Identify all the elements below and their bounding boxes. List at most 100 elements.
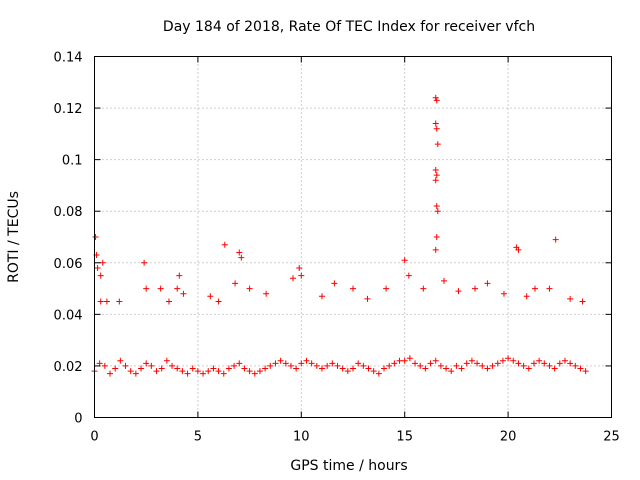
data-point bbox=[290, 275, 297, 282]
data-point bbox=[225, 365, 232, 372]
data-point bbox=[370, 368, 377, 375]
x-tick-label: 0 bbox=[90, 430, 98, 445]
data-point bbox=[453, 362, 460, 369]
data-point bbox=[241, 365, 248, 372]
data-point bbox=[158, 365, 165, 372]
data-point bbox=[432, 357, 439, 364]
plot-frame bbox=[94, 56, 612, 418]
data-point bbox=[308, 360, 315, 367]
data-point bbox=[417, 362, 424, 369]
data-point bbox=[184, 370, 191, 377]
data-point bbox=[500, 290, 507, 297]
data-point bbox=[205, 368, 212, 375]
data-point bbox=[210, 365, 217, 372]
data-point bbox=[440, 277, 447, 284]
data-point bbox=[350, 285, 356, 292]
data-point bbox=[296, 264, 303, 271]
data-point bbox=[375, 370, 382, 377]
data-point bbox=[360, 362, 367, 369]
data-point bbox=[432, 166, 439, 173]
data-point bbox=[246, 368, 253, 375]
data-point bbox=[94, 264, 101, 271]
data-point bbox=[256, 368, 263, 375]
x-axis-title: GPS time / hours bbox=[290, 458, 407, 474]
data-point bbox=[458, 365, 465, 372]
axis-ticks bbox=[94, 56, 612, 418]
data-point bbox=[434, 208, 441, 215]
data-point bbox=[148, 362, 155, 369]
data-point bbox=[96, 360, 103, 367]
data-point bbox=[236, 360, 243, 367]
data-point bbox=[579, 298, 586, 305]
data-point bbox=[383, 285, 390, 292]
data-point bbox=[433, 97, 440, 104]
data-point bbox=[116, 298, 123, 305]
data-point bbox=[420, 285, 427, 292]
data-point bbox=[163, 357, 170, 364]
data-point bbox=[443, 365, 450, 372]
data-point bbox=[180, 290, 187, 297]
y-tick-label: 0.08 bbox=[54, 205, 83, 220]
data-point bbox=[236, 249, 243, 256]
data-point bbox=[262, 365, 269, 372]
data-point bbox=[112, 365, 119, 372]
data-point bbox=[303, 357, 310, 364]
data-point bbox=[433, 203, 440, 210]
data-point bbox=[546, 285, 553, 292]
data-point bbox=[344, 368, 351, 375]
data-point bbox=[99, 259, 106, 266]
data-point bbox=[143, 285, 150, 292]
data-point bbox=[582, 368, 589, 375]
data-point bbox=[432, 120, 439, 127]
data-point bbox=[432, 177, 439, 184]
data-point bbox=[267, 362, 274, 369]
data-point bbox=[434, 141, 441, 148]
data-point bbox=[324, 362, 331, 369]
x-tick-label: 5 bbox=[194, 430, 202, 445]
y-tick-label: 0.1 bbox=[62, 154, 83, 169]
data-point bbox=[433, 125, 440, 132]
data-point bbox=[92, 234, 99, 240]
data-point bbox=[318, 293, 325, 300]
data-point bbox=[531, 285, 538, 292]
data-point bbox=[350, 365, 356, 372]
data-point bbox=[572, 362, 579, 369]
data-point bbox=[484, 280, 491, 287]
x-tick-label: 15 bbox=[396, 430, 413, 445]
data-point bbox=[277, 357, 284, 364]
data-point bbox=[489, 362, 496, 369]
data-point bbox=[401, 357, 408, 364]
data-point bbox=[174, 365, 181, 372]
data-point bbox=[138, 365, 145, 372]
data-point bbox=[401, 257, 408, 264]
data-point bbox=[381, 365, 388, 372]
data-point bbox=[551, 365, 558, 372]
data-point bbox=[339, 365, 346, 372]
data-point bbox=[355, 360, 362, 367]
data-point bbox=[479, 362, 486, 369]
data-point bbox=[318, 365, 325, 372]
y-tick-label: 0.06 bbox=[54, 257, 83, 272]
data-point bbox=[174, 285, 181, 292]
data-point bbox=[165, 298, 172, 305]
data-point bbox=[232, 280, 239, 287]
data-point bbox=[127, 368, 134, 375]
data-point bbox=[515, 360, 522, 367]
data-point bbox=[463, 360, 470, 367]
data-point bbox=[561, 357, 568, 364]
data-point bbox=[437, 362, 444, 369]
data-point bbox=[251, 370, 258, 377]
x-tick-label: 20 bbox=[500, 430, 517, 445]
data-point bbox=[412, 360, 419, 367]
data-point bbox=[536, 357, 543, 364]
data-point bbox=[221, 241, 228, 248]
data-point bbox=[141, 259, 148, 266]
data-point bbox=[556, 360, 563, 367]
data-point bbox=[200, 370, 207, 377]
data-point bbox=[510, 357, 517, 364]
data-point bbox=[293, 365, 300, 372]
grid-lines bbox=[94, 56, 612, 418]
data-point bbox=[552, 236, 559, 243]
data-point bbox=[238, 254, 245, 261]
